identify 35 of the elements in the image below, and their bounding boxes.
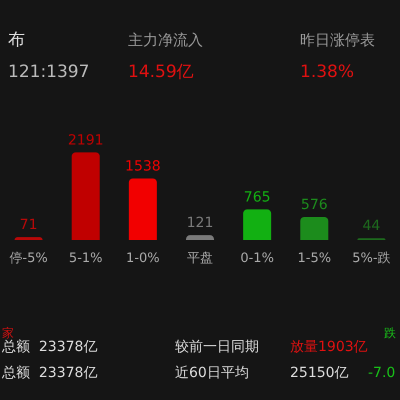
bar — [128, 178, 157, 240]
text: 总额 23378亿 — [1, 365, 98, 381]
text: 布 — [8, 30, 25, 50]
text: 近60日平均 — [175, 365, 249, 381]
x-tick-label: 1-5% — [297, 251, 332, 266]
text: -7.0 — [368, 365, 396, 381]
data-label: 44 — [362, 218, 380, 234]
text: 昨日涨停表 — [300, 31, 375, 49]
text: 放量1903亿 — [290, 339, 368, 355]
data-label: 576 — [300, 196, 328, 213]
text: 14.59亿 — [128, 62, 194, 82]
x-tick-label: 5-1% — [68, 251, 103, 266]
data-label: 1538 — [125, 158, 161, 174]
text: 主力净流入 — [128, 31, 203, 49]
text: 121:1397 — [8, 62, 90, 82]
text: 家 — [2, 326, 14, 340]
x-tick-label: 5%-跌 — [352, 251, 391, 266]
text: 1.38% — [300, 62, 354, 82]
x-tick-label: 平盘 — [187, 251, 213, 266]
x-tick-label: 停-5% — [9, 251, 48, 266]
data-label: 765 — [244, 189, 271, 206]
bar — [72, 152, 100, 240]
text: 跌 — [384, 326, 396, 340]
data-label: 71 — [20, 217, 38, 234]
text: 25150亿 — [290, 365, 349, 381]
data-label: 121 — [186, 215, 214, 232]
text: 较前一日同期 — [175, 339, 259, 355]
text: 总额 23378亿 — [1, 339, 98, 355]
bar — [186, 235, 214, 240]
x-tick-label: 0-1% — [240, 251, 274, 266]
bar — [243, 209, 272, 240]
bar — [300, 216, 328, 240]
bar — [14, 237, 43, 240]
x-tick-label: 1-0% — [126, 251, 160, 266]
data-label: 2191 — [68, 132, 104, 148]
